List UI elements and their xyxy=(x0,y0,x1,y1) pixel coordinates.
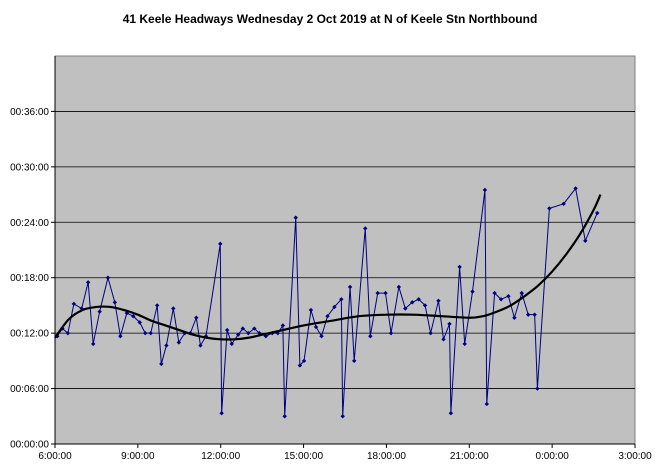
data-point xyxy=(219,411,224,416)
y-tick-label: 00:24:00 xyxy=(10,218,49,229)
x-tick-label: 3:00:00 xyxy=(618,451,652,462)
data-point xyxy=(340,414,345,419)
data-point xyxy=(457,264,462,270)
data-point xyxy=(484,401,489,407)
data-point xyxy=(347,284,353,290)
data-point xyxy=(105,275,111,280)
data-point xyxy=(112,300,118,305)
data-point xyxy=(246,330,251,336)
x-tick-label: 18:00:00 xyxy=(367,451,406,462)
data-point xyxy=(131,314,136,319)
data-point xyxy=(224,327,230,333)
data-point xyxy=(512,315,517,320)
y-tick-label: 00:18:00 xyxy=(10,273,49,284)
data-point xyxy=(583,238,588,243)
data-point xyxy=(532,312,537,317)
data-point xyxy=(293,215,298,220)
data-point xyxy=(301,358,307,364)
x-tick-label: 9:00:00 xyxy=(121,451,155,462)
x-tick-label: 0:00:00 xyxy=(535,451,569,462)
data-point xyxy=(448,411,454,416)
data-point xyxy=(164,343,169,348)
data-point xyxy=(280,323,286,328)
data-point xyxy=(171,306,176,311)
data-point xyxy=(236,332,241,337)
data-point xyxy=(118,334,123,339)
data-point xyxy=(137,320,142,325)
data-point xyxy=(388,330,394,336)
data-point xyxy=(403,306,408,311)
data-point xyxy=(422,303,428,308)
data-point xyxy=(447,321,452,327)
x-tick-label: 15:00:00 xyxy=(284,451,323,462)
data-point xyxy=(71,301,77,307)
plot-area xyxy=(54,55,636,445)
data-point xyxy=(97,309,102,314)
data-point xyxy=(154,303,160,308)
data-point xyxy=(441,337,446,342)
data-point xyxy=(462,341,467,347)
data-point xyxy=(595,210,600,216)
data-point xyxy=(79,306,84,311)
series-group xyxy=(54,186,602,419)
y-tick-label: 00:30:00 xyxy=(10,162,49,173)
data-point xyxy=(159,361,164,367)
chart-title: 41 Keele Headways Wednesday 2 Oct 2019 a… xyxy=(122,12,538,26)
data-point xyxy=(498,297,504,302)
data-point xyxy=(252,326,257,331)
data-point xyxy=(396,284,402,290)
data-point xyxy=(368,334,373,339)
y-tick-label: 00:00:00 xyxy=(10,440,49,451)
data-point xyxy=(526,312,531,317)
data-point xyxy=(332,304,337,310)
data-point xyxy=(573,186,578,191)
data-point xyxy=(319,334,324,339)
data-point xyxy=(535,386,540,391)
data-point xyxy=(519,290,524,296)
data-point xyxy=(218,241,223,247)
data-point xyxy=(313,324,319,330)
data-point xyxy=(198,343,203,348)
axes: 00:00:00 00:06:00 00:12:00 00:18:00 00:24:00… xyxy=(10,56,652,462)
data-point xyxy=(375,290,380,296)
data-point xyxy=(91,341,96,347)
trendline xyxy=(54,194,602,341)
data-point xyxy=(339,297,344,302)
data-point xyxy=(416,297,421,302)
data-point xyxy=(470,289,475,294)
data-point xyxy=(363,226,368,231)
data-point xyxy=(410,300,415,305)
x-tick-label: 6:00:00 xyxy=(38,451,72,462)
data-point xyxy=(428,330,433,336)
data-point xyxy=(240,326,246,331)
data-point xyxy=(561,201,566,207)
y-tick-label: 00:12:00 xyxy=(10,329,49,340)
data-point xyxy=(325,314,330,319)
data-point xyxy=(506,293,511,299)
data-point xyxy=(282,414,287,419)
data-point xyxy=(65,330,71,336)
data-point xyxy=(492,290,497,296)
y-tick-label: 00:06:00 xyxy=(10,384,49,395)
y-tick-label: 00:36:00 xyxy=(10,107,49,118)
data-point xyxy=(85,280,91,285)
data-point xyxy=(297,363,303,368)
data-point xyxy=(148,330,153,336)
data-point xyxy=(547,206,552,211)
data-point xyxy=(143,330,148,336)
x-tick-label: 21:00:00 xyxy=(450,451,489,462)
data-point xyxy=(482,187,488,193)
data-point xyxy=(176,340,182,345)
data-point xyxy=(229,341,234,347)
data-point xyxy=(308,307,314,313)
data-point xyxy=(436,298,441,304)
data-point xyxy=(352,358,357,364)
x-tick-label: 12:00:00 xyxy=(201,451,240,462)
data-point xyxy=(194,315,199,320)
data-point xyxy=(383,290,388,296)
